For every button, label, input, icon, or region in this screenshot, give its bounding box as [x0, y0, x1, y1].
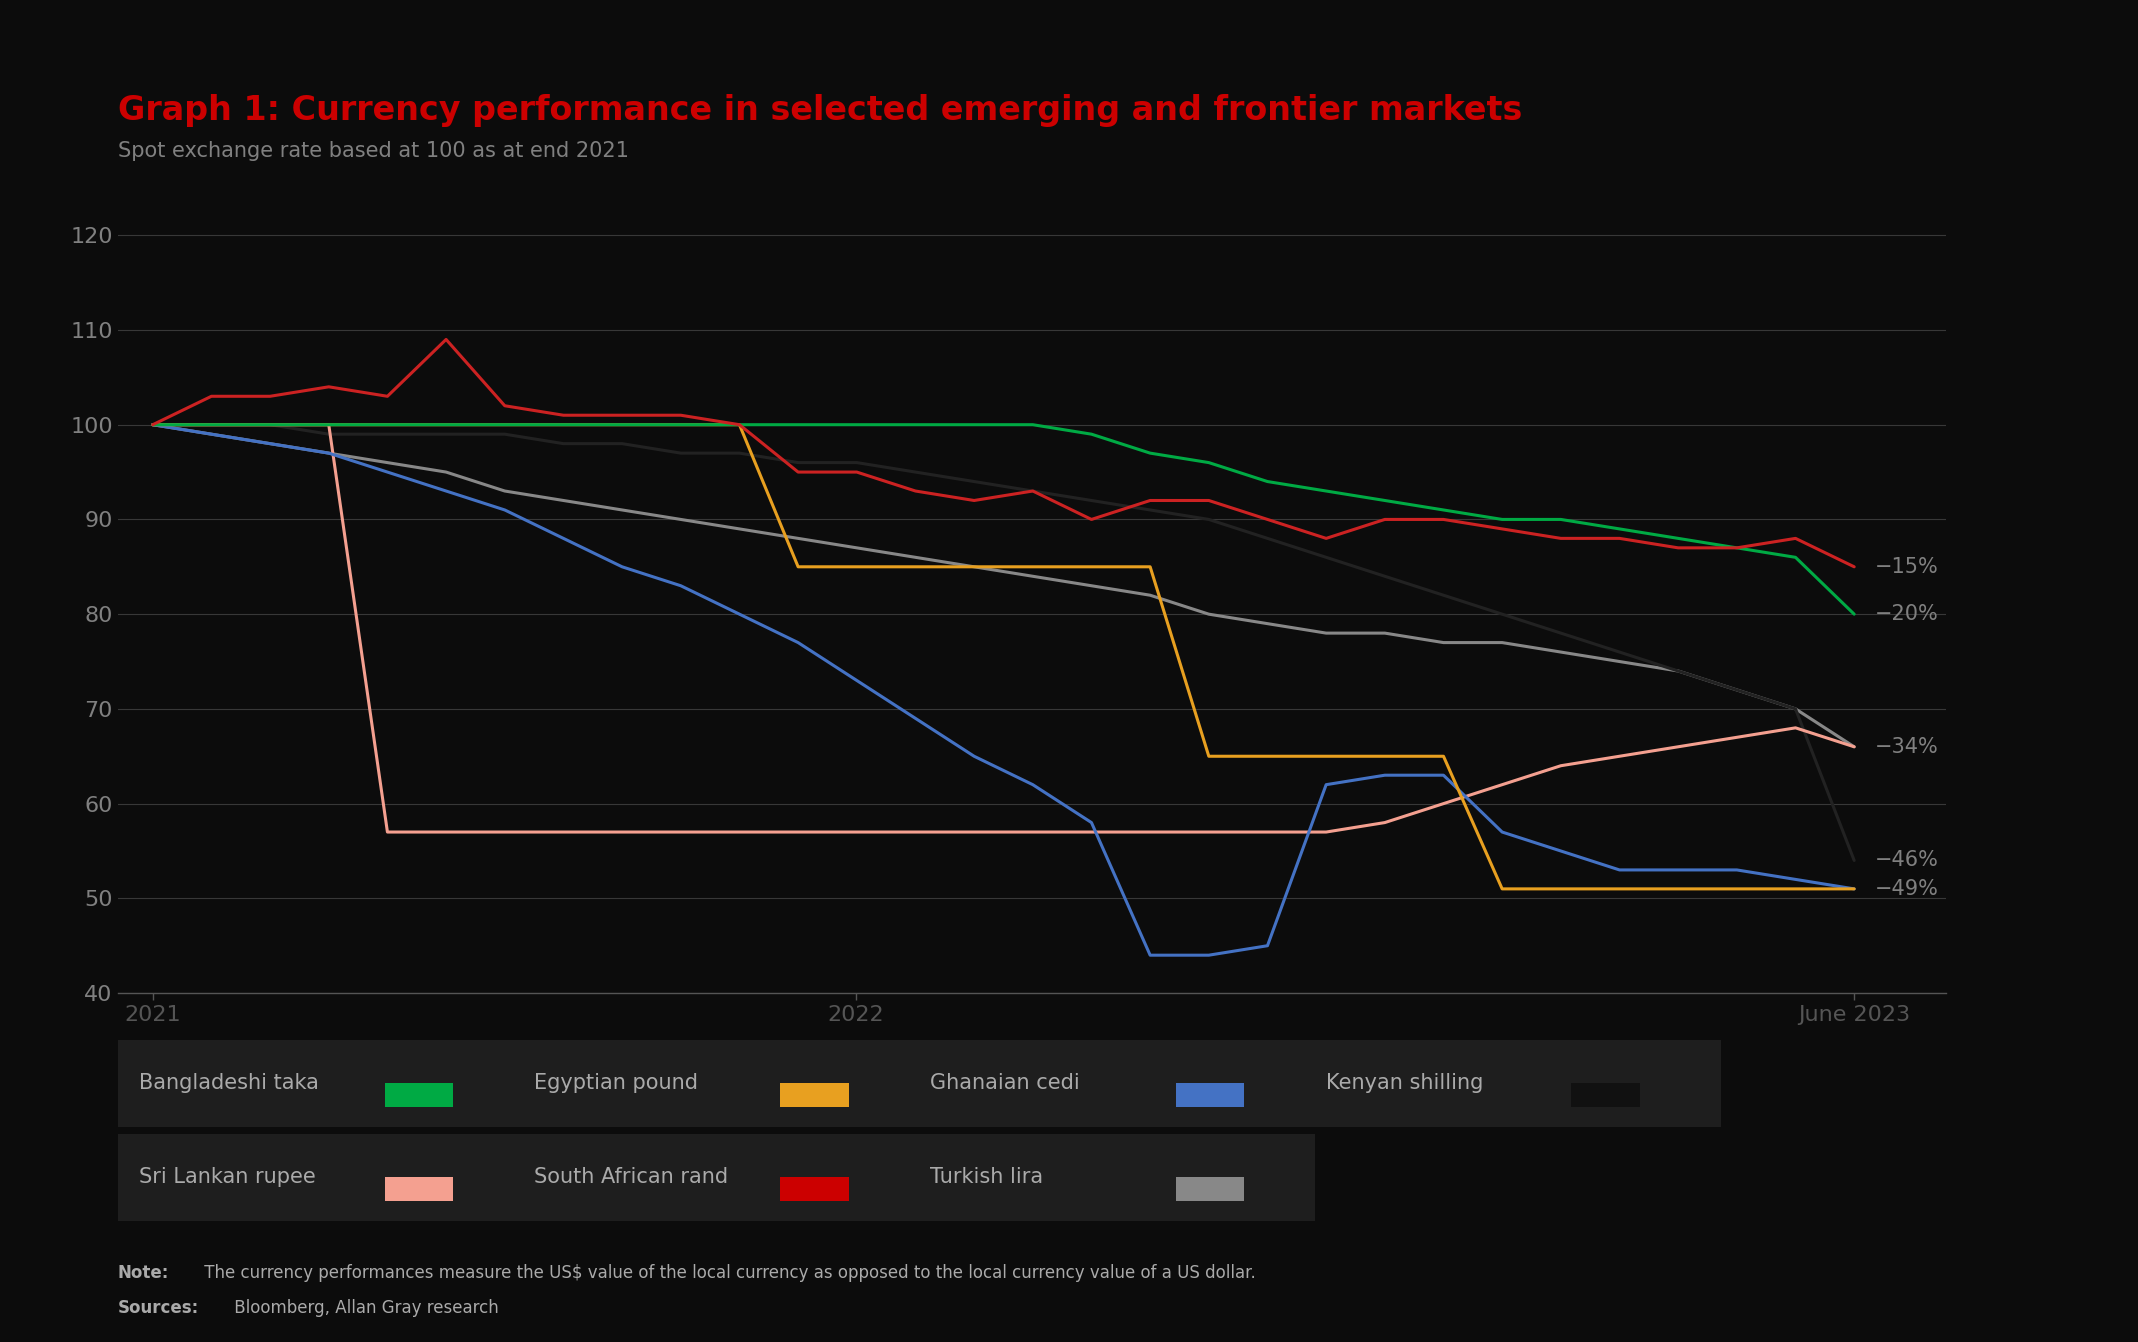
- Text: −49%: −49%: [1875, 879, 1939, 899]
- Text: Bloomberg, Allan Gray research: Bloomberg, Allan Gray research: [229, 1299, 498, 1317]
- Text: −20%: −20%: [1875, 604, 1939, 624]
- Text: South African rand: South African rand: [534, 1168, 729, 1186]
- Text: Sri Lankan rupee: Sri Lankan rupee: [139, 1168, 316, 1186]
- Text: The currency performances measure the US$ value of the local currency as opposed: The currency performances measure the US…: [199, 1264, 1255, 1282]
- Text: −34%: −34%: [1875, 737, 1939, 757]
- Text: Spot exchange rate based at 100 as at end 2021: Spot exchange rate based at 100 as at en…: [118, 141, 629, 161]
- Text: Kenyan shilling: Kenyan shilling: [1326, 1074, 1484, 1092]
- Text: Egyptian pound: Egyptian pound: [534, 1074, 699, 1092]
- Text: Graph 1: Currency performance in selected emerging and frontier markets: Graph 1: Currency performance in selecte…: [118, 94, 1522, 127]
- Text: Note:: Note:: [118, 1264, 169, 1282]
- Text: −46%: −46%: [1875, 851, 1939, 871]
- Text: Ghanaian cedi: Ghanaian cedi: [930, 1074, 1080, 1092]
- Text: Sources:: Sources:: [118, 1299, 199, 1317]
- Text: Bangladeshi taka: Bangladeshi taka: [139, 1074, 319, 1092]
- Text: Turkish lira: Turkish lira: [930, 1168, 1043, 1186]
- Text: −15%: −15%: [1875, 557, 1939, 577]
